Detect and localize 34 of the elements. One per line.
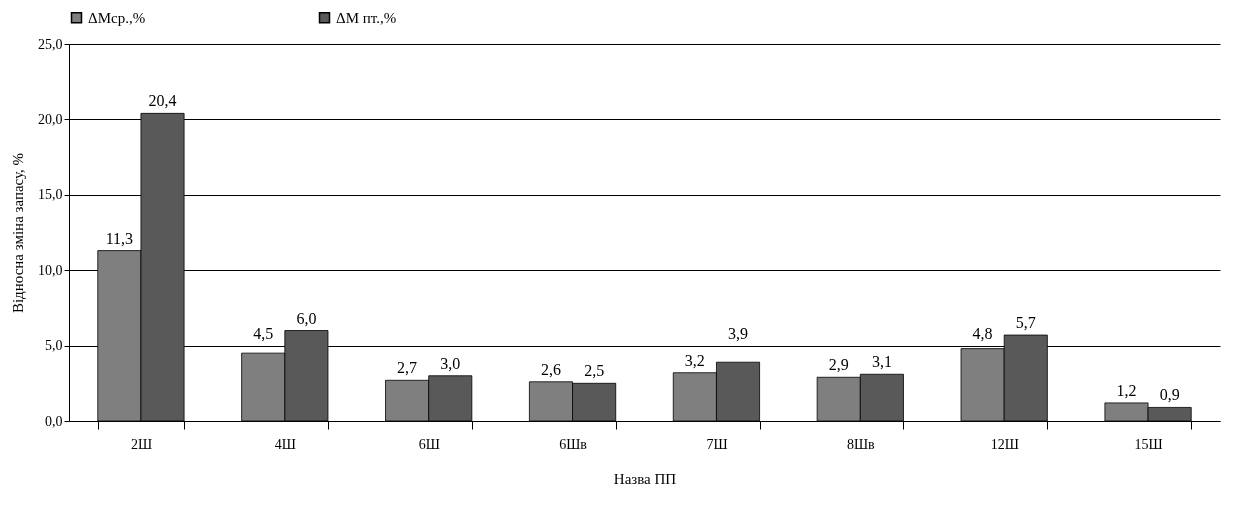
- data-label: 2,7: [397, 359, 418, 377]
- x-tick-label: 6Ш: [418, 436, 440, 452]
- data-label: 11,3: [105, 229, 134, 247]
- data-label: 2,9: [828, 356, 849, 374]
- x-tick-label: 8Шв: [846, 436, 876, 452]
- legend-label: ΔМср.,%: [88, 9, 146, 26]
- x-tick-label: 2Ш: [130, 436, 152, 452]
- data-label: 2,6: [540, 360, 561, 378]
- y-tick-label: 0,0: [45, 413, 63, 429]
- x-tick-label: 15Ш: [1134, 436, 1163, 452]
- data-label: 2,5: [584, 362, 605, 380]
- x-tick-label: 6Шв: [559, 436, 588, 452]
- y-axis-title: Відносна зміна запасу, %: [10, 152, 26, 314]
- data-label: 6,0: [296, 309, 317, 327]
- data-label: 5,7: [1015, 314, 1036, 332]
- data-label: 3,9: [728, 324, 749, 342]
- y-tick-label: 15,0: [38, 187, 63, 203]
- x-axis-title: Назва ПП: [613, 470, 677, 487]
- y-tick-label: 20,0: [38, 111, 63, 127]
- x-tick-label: 7Ш: [706, 436, 728, 452]
- y-tick-label: 25,0: [38, 36, 63, 52]
- data-label: 3,2: [684, 351, 705, 369]
- data-label: 4,8: [972, 324, 993, 342]
- y-tick-label: 10,0: [38, 262, 63, 278]
- data-label: 20,4: [148, 92, 177, 110]
- x-tick-label: 4Ш: [274, 436, 296, 452]
- data-label: 3,0: [440, 354, 461, 372]
- data-label: 3,1: [871, 353, 892, 371]
- data-label: 1,2: [1116, 381, 1137, 399]
- legend-label: ΔМ пт.,%: [336, 9, 397, 26]
- x-tick-label: 12Ш: [990, 436, 1019, 452]
- data-label: 4,5: [253, 324, 274, 342]
- y-tick-label: 5,0: [45, 338, 63, 354]
- data-label: 0,9: [1159, 386, 1180, 404]
